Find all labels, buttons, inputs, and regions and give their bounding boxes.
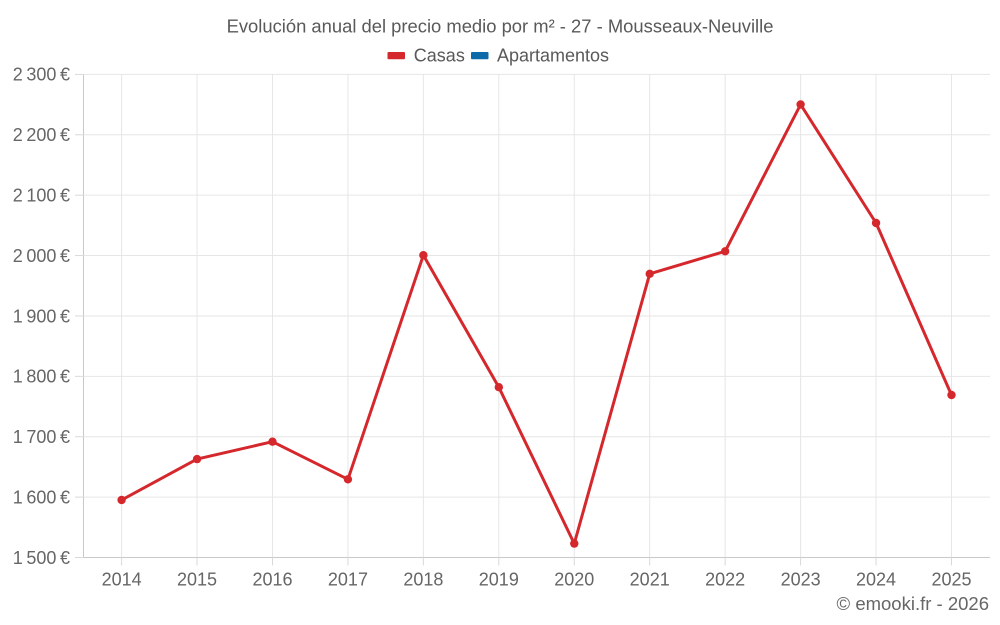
- svg-text:Apartamentos: Apartamentos: [497, 46, 609, 66]
- svg-text:1 900 €: 1 900 €: [13, 306, 70, 326]
- svg-text:Evolución anual del precio med: Evolución anual del precio medio por m² …: [227, 16, 774, 37]
- svg-text:Casas: Casas: [414, 46, 465, 66]
- svg-text:2018: 2018: [403, 570, 443, 590]
- svg-text:1 800 €: 1 800 €: [13, 367, 70, 387]
- svg-text:2020: 2020: [554, 570, 594, 590]
- svg-text:2 200 €: 2 200 €: [13, 125, 70, 145]
- svg-text:1 500 €: 1 500 €: [13, 548, 70, 568]
- svg-text:2024: 2024: [856, 570, 896, 590]
- svg-text:2025: 2025: [931, 570, 971, 590]
- svg-text:2016: 2016: [252, 570, 292, 590]
- svg-text:2 000 €: 2 000 €: [13, 246, 70, 266]
- svg-text:2 100 €: 2 100 €: [13, 185, 70, 205]
- svg-text:2017: 2017: [328, 570, 368, 590]
- svg-text:1 600 €: 1 600 €: [13, 487, 70, 507]
- svg-text:2023: 2023: [781, 570, 821, 590]
- svg-text:2015: 2015: [177, 570, 217, 590]
- svg-text:1 700 €: 1 700 €: [13, 427, 70, 447]
- svg-text:2 300 €: 2 300 €: [13, 65, 70, 85]
- svg-text:2014: 2014: [102, 570, 142, 590]
- svg-text:2022: 2022: [705, 570, 745, 590]
- svg-text:2019: 2019: [479, 570, 519, 590]
- svg-text:2021: 2021: [630, 570, 670, 590]
- svg-text:© emooki.fr - 2026: © emooki.fr - 2026: [837, 593, 989, 614]
